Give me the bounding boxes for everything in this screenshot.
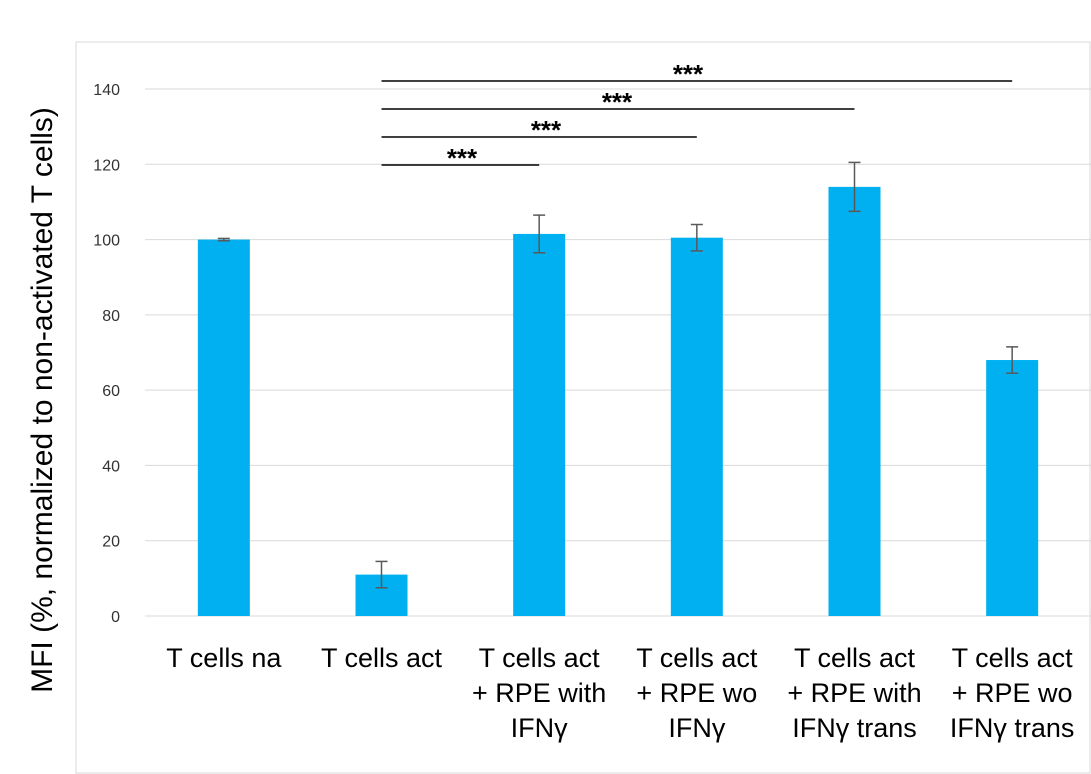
- bar: [513, 233, 566, 617]
- y-tick-label: 40: [102, 458, 120, 475]
- bars: [197, 186, 1039, 617]
- significance-label: ***: [447, 143, 478, 173]
- x-tick-label: T cells act: [321, 643, 443, 673]
- y-tick-label: 80: [102, 308, 120, 325]
- bar: [828, 186, 881, 616]
- y-tick-label: 60: [102, 383, 120, 400]
- bar: [197, 239, 250, 617]
- x-tick-label: T cells act + RPE wo IFNγ: [636, 643, 758, 743]
- x-tick-label: T cells act + RPE with IFNγ: [472, 643, 606, 743]
- significance-label: ***: [602, 87, 633, 117]
- error-bar: [848, 161, 861, 213]
- bar: [986, 360, 1039, 616]
- error-bar: [533, 214, 546, 254]
- y-axis-ticks: 0 20 40 60 80 100 120 140: [93, 82, 120, 626]
- error-bar: [217, 237, 230, 242]
- error-bar: [375, 560, 388, 589]
- x-tick-label: T cells act + RPE with IFNγ trans: [787, 643, 921, 743]
- y-axis-title: MFI (%, normalized to non-activated T ce…: [26, 107, 59, 693]
- error-bar: [1006, 346, 1019, 374]
- y-tick-label: 100: [93, 233, 120, 250]
- significance-brackets: *** *** *** ***: [381, 59, 1013, 173]
- significance-label: ***: [531, 115, 562, 145]
- x-tick-label: T cells na: [166, 643, 282, 673]
- gridlines: [145, 88, 1091, 617]
- bar: [670, 237, 723, 617]
- y-tick-label: 0: [111, 609, 120, 626]
- y-tick-label: 20: [102, 534, 120, 551]
- x-tick-label: T cells act + RPE wo IFNγ trans: [950, 643, 1075, 743]
- significance-label: ***: [673, 59, 704, 89]
- y-tick-label: 140: [93, 82, 120, 99]
- chart-area-border: [75, 41, 1091, 774]
- error-bar: [690, 223, 703, 252]
- y-tick-label: 120: [93, 157, 120, 174]
- error-bars: [217, 161, 1019, 589]
- x-axis-labels: T cells na T cells act T cells act + RPE wi…: [166, 643, 1074, 743]
